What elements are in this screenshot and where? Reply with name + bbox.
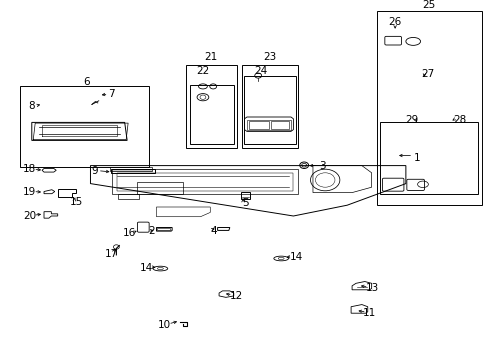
Bar [111, 169, 154, 173]
Bar [20, 86, 149, 167]
Bar [137, 182, 183, 194]
Text: 6: 6 [83, 77, 90, 87]
Text: 25: 25 [421, 0, 435, 10]
Bar [376, 11, 481, 205]
Text: 7: 7 [108, 89, 115, 99]
Text: 5: 5 [242, 198, 249, 208]
Text: 15: 15 [70, 197, 83, 207]
Bar [157, 228, 170, 230]
Bar [246, 120, 290, 130]
Bar [244, 76, 295, 144]
Text: 3: 3 [319, 161, 325, 171]
Bar [249, 121, 268, 129]
Text: 14: 14 [139, 263, 153, 273]
Bar [240, 192, 250, 199]
Text: 22: 22 [196, 66, 209, 76]
Text: 21: 21 [204, 52, 218, 62]
Text: 13: 13 [365, 283, 379, 293]
Text: 10: 10 [158, 320, 171, 330]
Text: 28: 28 [452, 114, 466, 125]
Bar [271, 121, 288, 129]
Text: 12: 12 [229, 291, 243, 301]
Text: 11: 11 [362, 308, 376, 318]
Text: 17: 17 [104, 249, 118, 259]
Text: 19: 19 [22, 186, 36, 197]
Text: 23: 23 [262, 52, 276, 62]
Bar [110, 167, 151, 171]
Text: 16: 16 [122, 228, 136, 238]
Text: 27: 27 [420, 69, 433, 79]
Bar [185, 65, 237, 148]
Text: 4: 4 [210, 226, 217, 236]
Text: 9: 9 [91, 166, 98, 176]
Text: 1: 1 [412, 153, 419, 163]
Text: 14: 14 [289, 252, 303, 262]
Text: 24: 24 [254, 66, 267, 76]
Text: 8: 8 [28, 101, 35, 111]
Bar [380, 122, 477, 194]
Bar [189, 85, 233, 144]
Text: 20: 20 [23, 211, 36, 221]
Text: 2: 2 [148, 226, 155, 236]
Text: 26: 26 [387, 17, 401, 27]
Text: 29: 29 [404, 114, 418, 125]
Text: 18: 18 [22, 164, 36, 174]
Bar [242, 65, 298, 148]
